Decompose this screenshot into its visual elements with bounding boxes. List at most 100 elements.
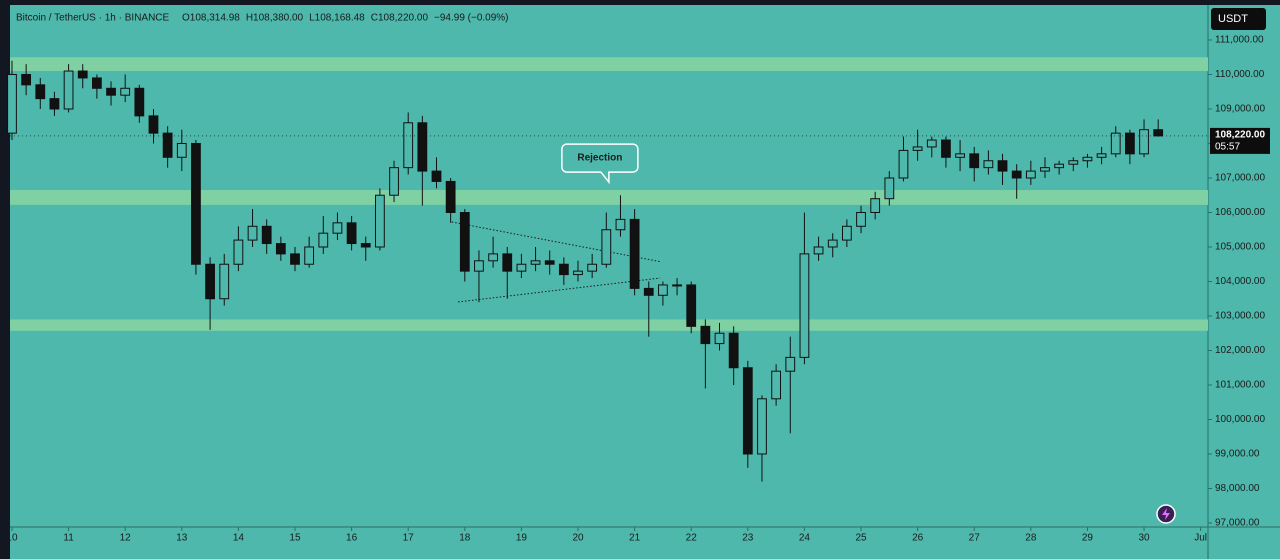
y-tick-label: 110,000.00 [1215, 69, 1265, 80]
candle-body [643, 287, 654, 296]
x-tick-label: Jul [1194, 533, 1207, 544]
candle-body [304, 246, 315, 265]
candle-body [1011, 170, 1022, 179]
ohlc-value: L108,168.48 [309, 13, 365, 24]
candle-body [785, 356, 796, 372]
candle-body [516, 263, 527, 272]
candle-body [360, 243, 371, 248]
candle-body [1054, 163, 1065, 169]
candle-body [219, 263, 230, 300]
currency-box[interactable] [1211, 8, 1266, 30]
countdown-label: 05:57 [1215, 142, 1240, 153]
candle-body [261, 225, 272, 245]
candle-body [983, 160, 994, 169]
lightning-icon [1162, 508, 1170, 520]
chart-background [10, 5, 1280, 559]
x-tick-label: 30 [1138, 533, 1150, 544]
candle-body [870, 198, 881, 213]
symbol-title: Bitcoin / TetherUS · 1h · BINANCE [16, 13, 170, 24]
x-tick-label: 11 [63, 533, 74, 544]
x-tick-label: 21 [629, 533, 641, 544]
x-tick-label: 27 [969, 533, 981, 544]
trendline [457, 277, 661, 303]
ohlc-value: O108,314.98 [182, 13, 240, 24]
candle-body [926, 139, 937, 148]
x-tick-label: 17 [403, 533, 415, 544]
support-resistance-zone [10, 190, 1208, 205]
plot-layer: Rejection [7, 39, 1212, 531]
candle-body [771, 370, 782, 400]
candle-body [615, 218, 626, 231]
callout-box [561, 143, 639, 185]
x-tick-label: 24 [799, 533, 811, 544]
candle-body [898, 149, 909, 179]
candle-body [799, 253, 810, 358]
y-tick-label: 99,000.00 [1215, 449, 1260, 460]
candle-body [1110, 132, 1121, 155]
candle-body [841, 225, 852, 241]
candle-body [502, 253, 513, 272]
candle-body [672, 284, 682, 287]
y-tick-label: 97,000.00 [1215, 518, 1260, 529]
y-tick-label: 102,000.00 [1215, 345, 1265, 356]
candle-body [247, 225, 258, 241]
y-tick-label: 107,000.00 [1215, 173, 1265, 184]
x-tick-label: 25 [855, 533, 867, 544]
annotation-text: Rejection [577, 153, 622, 164]
y-tick-label: 104,000.00 [1215, 276, 1265, 287]
candle-body [389, 167, 399, 196]
ohlc-value: H108,380.00 [246, 13, 304, 24]
candle-body [530, 260, 541, 265]
candle-body [912, 146, 923, 151]
candle-body [77, 70, 88, 79]
y-tick-label: 106,000.00 [1215, 207, 1265, 218]
x-tick-label: 29 [1082, 533, 1094, 544]
last-price-box [1210, 127, 1270, 154]
x-tick-label: 20 [572, 533, 584, 544]
y-tick-label: 109,000.00 [1215, 104, 1265, 115]
candle-body [1040, 167, 1050, 172]
candle-body [7, 73, 17, 134]
candle-body [827, 239, 838, 248]
x-tick-label: 26 [912, 533, 924, 544]
candle-body [106, 87, 116, 96]
candle-body [275, 243, 286, 255]
currency-label: USDT [1218, 13, 1248, 25]
last-price-label: 108,220.00 [1215, 130, 1265, 141]
candle-body [955, 153, 965, 158]
candle-body [233, 239, 244, 265]
x-tick-label: 13 [176, 533, 188, 544]
y-tick-label: 111,000.00 [1215, 35, 1264, 46]
x-tick-label: 23 [742, 533, 754, 544]
candle-body [63, 70, 74, 110]
candle-body [714, 332, 725, 345]
candle-body [459, 211, 470, 272]
candle-body [629, 218, 640, 289]
candle-body [332, 222, 343, 234]
ohlc-value: −94.99 (−0.09%) [434, 13, 509, 24]
y-tick-label: 101,000.00 [1215, 380, 1265, 391]
candle-body [134, 87, 145, 117]
x-tick-label: 15 [289, 533, 301, 544]
candle-body [658, 284, 668, 296]
candle-body [1139, 129, 1149, 155]
candle-body [700, 325, 711, 345]
candle-body [1025, 170, 1036, 179]
candle-body [120, 87, 131, 96]
y-tick-label: 103,000.00 [1215, 311, 1265, 322]
candle-body [431, 170, 442, 182]
ohlc-readout: O108,314.98 H108,380.00 L108,168.48 C108,22… [182, 13, 509, 24]
candle-body [21, 73, 32, 86]
candle-body [686, 284, 697, 327]
candle-body [601, 229, 612, 265]
candle-body [742, 367, 753, 455]
candle-body [558, 263, 569, 276]
x-tick-label: 16 [346, 533, 358, 544]
candle-body [941, 139, 951, 158]
candle-body [1153, 129, 1164, 137]
candle-body [474, 260, 484, 272]
candle-body [35, 84, 46, 100]
candle-body [91, 77, 102, 89]
candle-body [997, 160, 1008, 172]
